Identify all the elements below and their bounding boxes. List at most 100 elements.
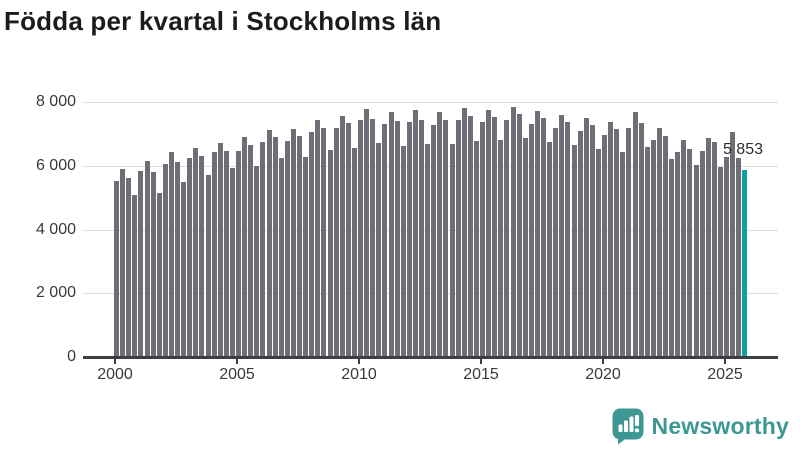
bar xyxy=(193,147,199,357)
bar xyxy=(687,148,693,357)
bar xyxy=(534,110,540,357)
bar xyxy=(236,151,242,357)
bar xyxy=(315,119,321,357)
bar xyxy=(711,142,717,357)
bar xyxy=(528,124,534,357)
bar xyxy=(211,152,217,357)
bar xyxy=(595,148,601,357)
x-axis-tick xyxy=(236,358,238,364)
bar xyxy=(229,167,235,357)
bar xyxy=(693,165,699,357)
bar xyxy=(461,107,467,357)
bar-chart-speech-bubble-icon xyxy=(612,408,644,445)
bar xyxy=(632,112,638,357)
bar xyxy=(620,151,626,357)
bar xyxy=(333,127,339,357)
bar xyxy=(443,120,449,357)
bar xyxy=(467,116,473,357)
bar xyxy=(290,128,296,357)
bar xyxy=(425,144,431,357)
bar xyxy=(156,192,162,357)
gridline xyxy=(83,165,778,167)
bar xyxy=(284,140,290,357)
bar xyxy=(394,121,400,357)
bar xyxy=(120,168,126,357)
bar xyxy=(675,152,681,357)
bar xyxy=(376,143,382,357)
bar xyxy=(358,120,364,357)
bar xyxy=(351,147,357,357)
bar xyxy=(144,161,150,357)
bar xyxy=(321,128,327,357)
gridline xyxy=(83,229,778,231)
bar xyxy=(717,166,723,357)
bar xyxy=(577,131,583,357)
bar xyxy=(498,140,504,358)
y-axis-label: 6 000 xyxy=(35,156,76,174)
bar xyxy=(547,141,553,357)
bar xyxy=(602,134,608,357)
x-axis-label: 2000 xyxy=(97,366,133,383)
bar xyxy=(504,119,510,357)
gridline xyxy=(83,102,778,103)
bar xyxy=(730,132,736,357)
bar xyxy=(278,158,284,357)
bar xyxy=(516,114,522,357)
bar xyxy=(150,172,156,357)
y-axis-label: 4 000 xyxy=(35,220,76,238)
bar xyxy=(699,150,705,357)
bar xyxy=(217,142,223,357)
bar xyxy=(114,181,120,357)
bar xyxy=(339,116,345,357)
x-axis-label: 2020 xyxy=(585,366,621,383)
bar xyxy=(480,122,486,357)
bar xyxy=(681,139,687,357)
bar xyxy=(486,109,492,357)
bar xyxy=(400,145,406,357)
bar xyxy=(419,119,425,357)
bar xyxy=(663,136,669,357)
bar xyxy=(181,182,187,357)
y-axis-label: 2 000 xyxy=(35,284,76,302)
bar xyxy=(126,178,132,357)
bar xyxy=(638,122,644,357)
bar xyxy=(656,127,662,357)
bar xyxy=(473,140,479,357)
bar xyxy=(382,124,388,357)
bar xyxy=(199,155,205,357)
bar xyxy=(388,111,394,357)
x-axis-label: 2015 xyxy=(463,366,499,383)
bar xyxy=(364,109,370,357)
y-axis-label: 8 000 xyxy=(35,93,76,110)
bar xyxy=(669,159,675,357)
bar xyxy=(608,121,614,357)
x-axis-label: 2025 xyxy=(707,366,743,383)
x-axis-tick xyxy=(724,358,726,364)
bar xyxy=(309,132,315,357)
bar xyxy=(138,170,144,357)
bar xyxy=(559,114,565,358)
bar xyxy=(248,145,254,357)
highlight-bar xyxy=(742,170,748,357)
bar xyxy=(187,157,193,357)
bar xyxy=(522,138,528,357)
bar xyxy=(455,119,461,357)
bar xyxy=(553,127,559,357)
x-axis-line xyxy=(83,356,778,359)
bar xyxy=(370,118,376,357)
bar xyxy=(492,117,498,357)
newsworthy-logo-text: Newsworthy xyxy=(651,412,789,439)
x-axis-tick xyxy=(602,358,604,364)
bar xyxy=(431,124,437,357)
bar xyxy=(437,112,443,357)
bar xyxy=(644,146,650,357)
bar xyxy=(541,118,547,357)
bar xyxy=(205,175,211,357)
x-axis-label: 2005 xyxy=(219,366,255,383)
x-axis-tick xyxy=(358,358,360,364)
bar xyxy=(583,118,589,357)
y-axis-label: 0 xyxy=(67,348,76,365)
bar xyxy=(412,110,418,357)
newsworthy-logo: Newsworthy xyxy=(611,407,789,445)
